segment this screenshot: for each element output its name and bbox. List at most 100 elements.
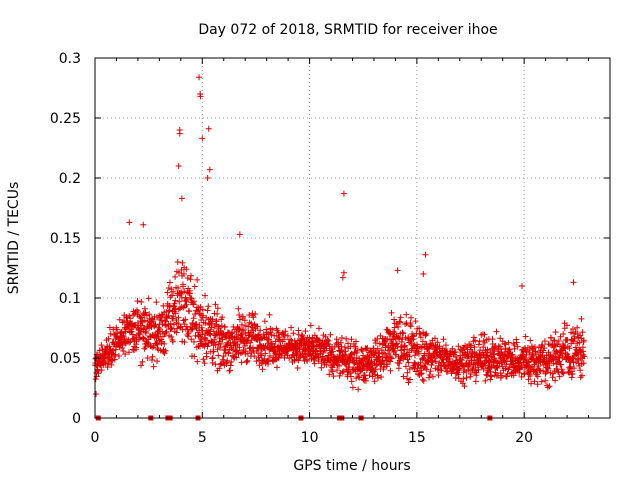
data-point bbox=[430, 373, 437, 380]
data-point bbox=[492, 369, 499, 376]
data-point bbox=[394, 340, 401, 347]
data-point bbox=[348, 336, 355, 343]
data-point bbox=[286, 355, 293, 362]
chart-title: Day 072 of 2018, SRMTID for receiver iho… bbox=[198, 22, 497, 38]
data-point bbox=[166, 279, 173, 286]
data-point bbox=[423, 330, 430, 337]
data-point bbox=[161, 340, 168, 347]
data-point bbox=[180, 270, 187, 277]
data-point bbox=[435, 372, 442, 379]
data-point bbox=[141, 305, 148, 312]
data-point bbox=[560, 370, 567, 377]
data-point bbox=[502, 365, 509, 372]
data-point bbox=[329, 368, 336, 375]
data-point bbox=[258, 352, 265, 359]
data-point bbox=[394, 267, 401, 274]
data-point bbox=[104, 364, 111, 371]
data-point bbox=[302, 328, 309, 335]
data-point bbox=[137, 362, 144, 369]
x-axis-label: GPS time / hours bbox=[293, 458, 410, 474]
data-point bbox=[481, 339, 488, 346]
data-point bbox=[406, 353, 413, 360]
x-axis-ticks: 0 5 10 15 20 bbox=[91, 58, 590, 446]
data-point bbox=[159, 312, 166, 319]
data-point bbox=[522, 355, 529, 362]
data-point bbox=[276, 334, 283, 341]
data-point bbox=[388, 355, 395, 362]
data-point bbox=[243, 359, 250, 366]
data-point bbox=[163, 328, 170, 335]
data-point bbox=[341, 344, 348, 351]
data-point bbox=[179, 259, 186, 266]
data-point bbox=[149, 344, 156, 351]
data-point bbox=[190, 300, 197, 307]
data-point bbox=[307, 322, 314, 329]
data-point bbox=[112, 351, 119, 358]
data-point bbox=[203, 353, 210, 360]
data-point bbox=[323, 361, 330, 368]
data-point bbox=[186, 308, 193, 315]
data-point bbox=[126, 339, 133, 346]
data-point bbox=[338, 334, 345, 341]
data-point bbox=[397, 314, 404, 321]
data-point bbox=[234, 341, 241, 348]
data-point bbox=[225, 350, 232, 357]
data-point bbox=[238, 331, 245, 338]
data-point bbox=[198, 331, 205, 338]
data-point bbox=[143, 330, 150, 337]
data-point bbox=[382, 342, 389, 349]
data-point bbox=[348, 378, 355, 385]
data-point bbox=[540, 347, 547, 354]
data-point bbox=[273, 364, 280, 371]
data-point bbox=[566, 345, 573, 352]
data-point bbox=[505, 339, 512, 346]
data-point bbox=[119, 342, 126, 349]
data-point bbox=[176, 130, 183, 137]
data-point bbox=[472, 337, 479, 344]
y-tick-label: 0.25 bbox=[50, 111, 81, 127]
data-point bbox=[579, 372, 586, 379]
data-point bbox=[501, 340, 508, 347]
data-point bbox=[115, 353, 122, 360]
data-point bbox=[240, 326, 247, 333]
data-point bbox=[138, 299, 145, 306]
data-point bbox=[580, 337, 587, 344]
data-point bbox=[484, 346, 491, 353]
data-point bbox=[247, 339, 254, 346]
data-point bbox=[209, 316, 216, 323]
data-point bbox=[427, 368, 434, 375]
data-point bbox=[472, 378, 479, 385]
data-point bbox=[196, 310, 203, 317]
data-point bbox=[373, 362, 380, 369]
data-point bbox=[268, 340, 275, 347]
data-point bbox=[482, 362, 489, 369]
data-point bbox=[188, 336, 195, 343]
data-point bbox=[208, 324, 215, 331]
data-point bbox=[535, 363, 542, 370]
data-point bbox=[440, 336, 447, 343]
data-point bbox=[527, 337, 534, 344]
data-point bbox=[374, 345, 381, 352]
data-point bbox=[191, 283, 198, 290]
data-point bbox=[204, 175, 211, 181]
data-point bbox=[262, 350, 269, 357]
data-point bbox=[378, 347, 385, 354]
data-point bbox=[149, 353, 156, 360]
data-point bbox=[521, 371, 528, 378]
data-point bbox=[227, 362, 234, 369]
data-point bbox=[311, 332, 318, 339]
data-point bbox=[257, 327, 264, 334]
data-point bbox=[294, 365, 301, 372]
data-point bbox=[212, 301, 219, 308]
data-point bbox=[460, 375, 467, 382]
data-point bbox=[456, 365, 463, 372]
data-point bbox=[549, 374, 556, 381]
data-point bbox=[354, 347, 361, 354]
data-point bbox=[511, 345, 518, 352]
data-point bbox=[349, 384, 356, 391]
data-point bbox=[178, 195, 185, 202]
data-point bbox=[475, 366, 482, 373]
data-point bbox=[233, 354, 240, 361]
